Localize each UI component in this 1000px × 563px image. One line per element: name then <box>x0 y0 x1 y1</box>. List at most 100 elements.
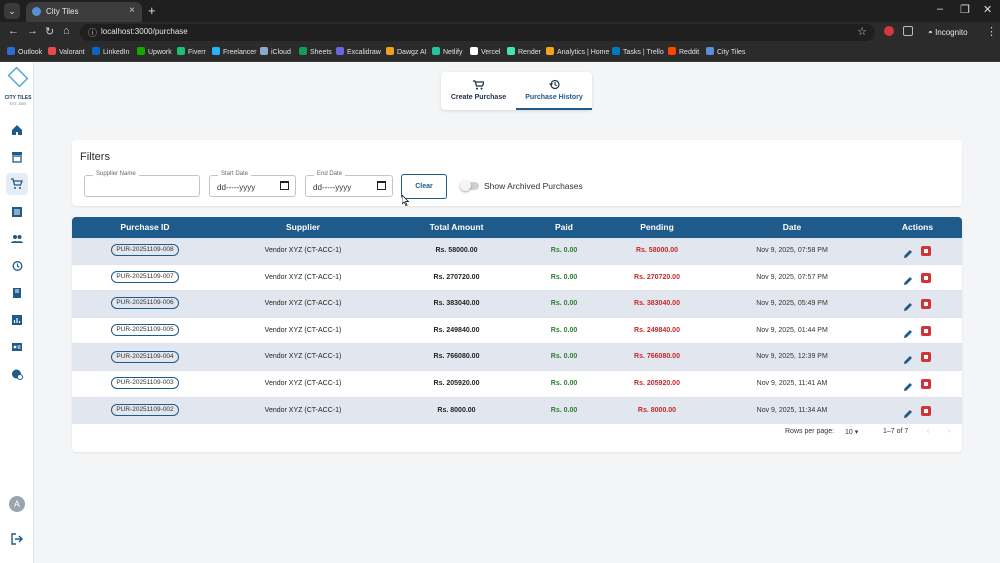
sidebar-item-users[interactable] <box>6 228 28 250</box>
bookmark-tasks-trello[interactable]: Tasks | Trello <box>612 47 664 56</box>
address-bar[interactable]: ⓘ localhost:3000/purchase ☆ <box>80 24 875 41</box>
tab-search-icon[interactable]: ⌄ <box>4 3 20 19</box>
edit-icon[interactable] <box>903 246 913 264</box>
cell-paid: Rs. 0.00 <box>525 344 603 371</box>
prev-page-icon[interactable]: ‹ <box>927 428 930 435</box>
bookmark-favicon-icon <box>92 47 100 55</box>
calendar-icon[interactable] <box>280 181 289 190</box>
end-date-input[interactable]: End Date dd-----yyyy <box>305 171 393 197</box>
edit-icon[interactable] <box>903 379 913 397</box>
logo[interactable]: CITY TILES EST. 2000 <box>3 66 33 107</box>
home-icon <box>12 125 22 135</box>
calendar-icon[interactable] <box>377 181 386 190</box>
tab-purchase-history[interactable]: Purchase History <box>516 72 592 110</box>
purchase-id-chip[interactable]: PUR-20251109-006 <box>111 297 179 310</box>
show-archived-toggle[interactable] <box>460 180 479 191</box>
rows-per-page-select[interactable]: 10 ▾ <box>845 429 859 436</box>
rows-per-page-label: Rows per page: <box>785 428 835 435</box>
bookmark-vercel[interactable]: Vercel <box>470 47 500 56</box>
avatar[interactable]: A <box>9 496 25 512</box>
cell-pending: Rs. 249840.00 <box>603 318 711 345</box>
window-close-icon[interactable]: ✕ <box>983 4 993 16</box>
archive-icon[interactable] <box>921 246 931 256</box>
forward-icon[interactable]: → <box>27 25 38 37</box>
bookmarks-bar: Outlook Valorant LinkedIn Upwork Fiverr Freel… <box>0 43 1000 62</box>
archive-icon[interactable] <box>921 405 931 416</box>
browser-tab[interactable]: City Tiles × <box>26 2 142 22</box>
bookmark-city-tiles[interactable]: City Tiles <box>706 47 745 56</box>
edit-icon[interactable] <box>903 406 913 424</box>
purchase-id-chip[interactable]: PUR-20251109-008 <box>111 244 179 257</box>
archive-icon[interactable] <box>921 299 931 310</box>
archive-icon[interactable] <box>921 272 931 283</box>
bookmark-valorant[interactable]: Valorant <box>48 47 85 56</box>
date-value: Nov 9, 2025, 07:57 PM <box>756 273 828 281</box>
purchase-id-chip[interactable]: PUR-20251109-002 <box>111 403 179 416</box>
puzzle-icon[interactable] <box>903 26 913 36</box>
bookmark-upwork[interactable]: Upwork <box>137 47 172 56</box>
sidebar-item-cart[interactable] <box>6 173 28 195</box>
sidebar-item-list[interactable] <box>6 201 28 223</box>
minimize-icon[interactable]: – <box>937 3 944 15</box>
home-nav-icon[interactable]: ⌂ <box>63 25 70 37</box>
reload-icon[interactable]: ↻ <box>45 26 55 38</box>
bookmark-render[interactable]: Render <box>507 47 541 56</box>
restore-icon[interactable]: ❐ <box>960 4 970 16</box>
sidebar-item-inventory[interactable] <box>6 146 28 168</box>
bookmark-reddit[interactable]: Reddit <box>668 47 699 56</box>
sidebar-item-settings[interactable] <box>6 363 28 385</box>
incognito-badge[interactable]: ◓ Incognito <box>928 28 968 37</box>
close-icon[interactable]: × <box>129 5 135 16</box>
purchase-id-chip[interactable]: PUR-20251109-003 <box>111 377 179 390</box>
bookmark-favicon-icon <box>177 47 185 55</box>
pending-value: Rs. 249840.00 <box>634 326 680 334</box>
sidebar-item-history[interactable] <box>6 255 28 277</box>
back-icon[interactable]: ← <box>8 25 19 37</box>
edit-icon[interactable] <box>903 299 913 317</box>
more-menu-icon[interactable]: ⋮ <box>986 26 997 38</box>
site-info-icon[interactable]: ⓘ <box>88 28 98 38</box>
bookmark-dawgz-ai[interactable]: Dawgz AI <box>386 47 427 56</box>
purchase-id-chip[interactable]: PUR-20251109-004 <box>111 350 179 363</box>
col-purchase-id: Purchase ID <box>120 222 170 232</box>
clear-button[interactable]: Clear <box>401 174 447 199</box>
table-row: PUR-20251109-002 Vendor XYZ (CT-ACC-1) Rs.… <box>72 397 962 425</box>
bookmark-freelancer[interactable]: Freelancer <box>212 47 256 56</box>
bookmark-star-icon[interactable]: ☆ <box>857 26 867 38</box>
bookmark-favicon-icon <box>212 47 220 55</box>
bookmark-analytics-home[interactable]: Analytics | Home <box>546 47 609 56</box>
bookmark-fiverr[interactable]: Fiverr <box>177 47 206 56</box>
supplier-name-input[interactable]: Supplier Name <box>84 171 200 197</box>
bookmark-netlify[interactable]: Netlify <box>432 47 462 56</box>
settings-icon <box>12 369 23 380</box>
purchase-id-chip[interactable]: PUR-20251109-005 <box>111 323 179 336</box>
bookmark-outlook[interactable]: Outlook <box>7 47 42 56</box>
brand-sub: EST. 2000 <box>9 102 27 106</box>
cell-total: Rs. 249840.00 <box>388 318 525 345</box>
bookmark-icloud[interactable]: iCloud <box>260 47 291 56</box>
cell-pending: Rs. 270720.00 <box>603 265 711 292</box>
bookmark-linkedin[interactable]: LinkedIn <box>92 47 129 56</box>
cell-total: Rs. 383040.00 <box>388 291 525 318</box>
edit-icon[interactable] <box>903 326 913 344</box>
purchase-id-chip[interactable]: PUR-20251109-007 <box>111 270 179 283</box>
sidebar-item-home[interactable] <box>6 119 28 141</box>
date-value: Nov 9, 2025, 12:39 PM <box>756 353 828 361</box>
archive-icon[interactable] <box>921 379 931 389</box>
sidebar-item-chart[interactable] <box>6 309 28 331</box>
edit-icon[interactable] <box>903 352 913 370</box>
logout-icon[interactable] <box>11 532 23 550</box>
start-date-input[interactable]: Start Date dd-----yyyy <box>209 171 296 197</box>
bookmark-sheets[interactable]: Sheets <box>299 47 332 56</box>
date-value: Nov 9, 2025, 07:58 PM <box>756 247 828 254</box>
sidebar-item-book[interactable] <box>6 282 28 304</box>
next-page-icon[interactable]: › <box>948 428 951 435</box>
extension-icon[interactable] <box>884 26 894 36</box>
archive-icon[interactable] <box>921 325 931 336</box>
archive-icon[interactable] <box>921 352 931 363</box>
edit-icon[interactable] <box>903 273 913 291</box>
bookmark-excalidraw[interactable]: Excalidraw <box>336 47 381 56</box>
sidebar-item-badge[interactable] <box>6 336 28 358</box>
new-tab-icon[interactable]: + <box>148 3 156 18</box>
tab-create-purchase[interactable]: Create Purchase <box>441 72 516 110</box>
